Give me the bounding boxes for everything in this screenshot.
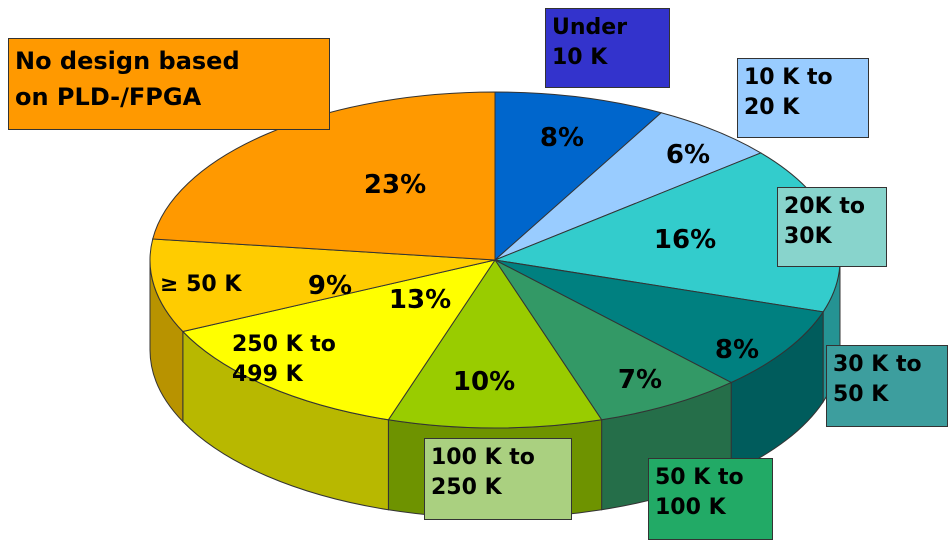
category-label: 20K to 30K xyxy=(777,187,887,267)
slice xyxy=(494,259,733,421)
value-label: 23% xyxy=(363,170,427,200)
category-label: 10 K to 20 K xyxy=(737,58,869,138)
category-label: No design based on PLD-/FPGA xyxy=(8,38,330,130)
category-label: ≥ 50 K xyxy=(160,272,242,297)
value-label: 6% xyxy=(665,140,711,170)
slice xyxy=(387,259,603,429)
category-label: Under 10 K xyxy=(545,8,670,88)
value-label: 8% xyxy=(539,123,585,153)
slice xyxy=(494,112,762,261)
slice xyxy=(181,259,497,421)
value-label: 9% xyxy=(307,271,353,301)
value-label: 13% xyxy=(388,285,452,315)
category-label: 100 K to 250 K xyxy=(424,438,572,520)
category-label: 30 K to 50 K xyxy=(826,345,948,427)
value-label: 16% xyxy=(653,225,717,255)
slice xyxy=(494,91,663,262)
value-label: 10% xyxy=(452,367,516,397)
category-label: 50 K to 100 K xyxy=(648,458,773,540)
category-label: 250 K to 499 K xyxy=(232,332,336,387)
value-label: 7% xyxy=(617,365,663,395)
slice xyxy=(152,91,496,261)
slice xyxy=(494,259,824,384)
value-label: 8% xyxy=(714,335,760,365)
slice xyxy=(149,238,496,333)
